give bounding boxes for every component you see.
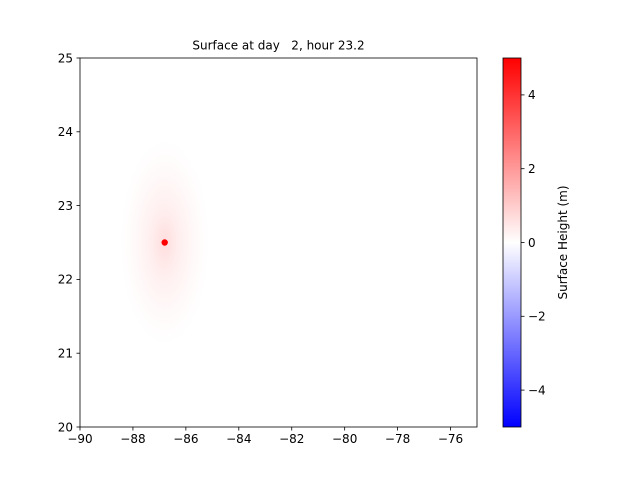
x-tick-label: −88	[120, 432, 145, 446]
colorbar-label: Surface Height (m)	[556, 185, 570, 299]
colorbar-fill	[503, 58, 521, 427]
y-tick-label: 21	[58, 347, 73, 361]
x-tick-label: −80	[332, 432, 357, 446]
x-tick-label: −86	[173, 432, 198, 446]
colorbar: −4 −2 0 2 4 Surface Height (m)	[502, 57, 570, 428]
y-tick-label: 25	[58, 51, 73, 65]
storm-center-marker	[161, 239, 168, 246]
x-axis: −90 −88 −86 −84 −82 −80 −78 −76	[67, 427, 463, 446]
plot-frame	[79, 57, 478, 428]
x-tick-label: −82	[279, 432, 304, 446]
colorbar-ticks: −4 −2 0 2 4	[521, 88, 546, 397]
y-tick-label: 24	[58, 125, 73, 139]
y-axis: 20 21 22 23 24 25	[58, 51, 80, 434]
x-tick-label: −84	[226, 432, 251, 446]
chart-title: Surface at day 2, hour 23.2	[192, 39, 364, 53]
colorbar-tick-label: 2	[528, 162, 536, 176]
colorbar-tick-label: 0	[528, 236, 536, 250]
colorbar-tick-label: −4	[528, 383, 546, 397]
colorbar-tick-label: 4	[528, 88, 536, 102]
colorbar-tick-label: −2	[528, 310, 546, 324]
x-tick-label: −76	[438, 432, 463, 446]
y-tick-label: 23	[58, 199, 73, 213]
plot-area	[79, 57, 478, 428]
x-tick-label: −78	[385, 432, 410, 446]
y-tick-label: 20	[58, 420, 73, 434]
y-tick-label: 22	[58, 273, 73, 287]
x-tick-label: −90	[67, 432, 92, 446]
